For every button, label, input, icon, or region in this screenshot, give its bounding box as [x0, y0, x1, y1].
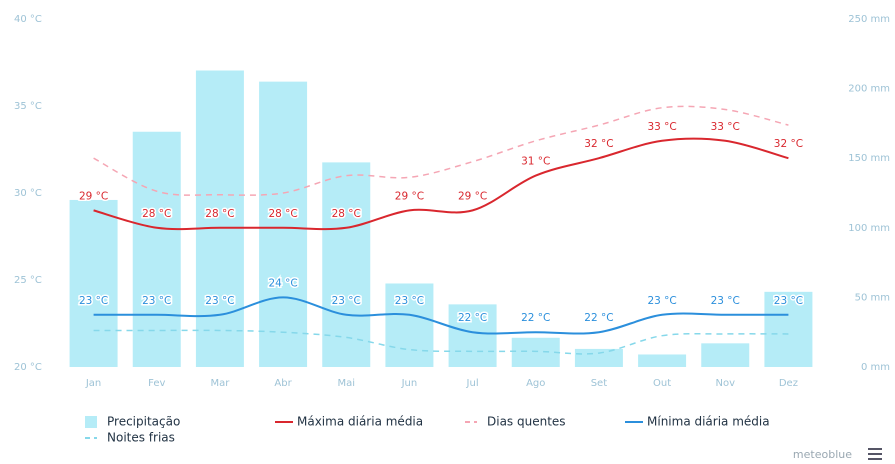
x-tick-label: Jul: [466, 378, 479, 389]
x-tick-label: Set: [591, 378, 608, 389]
line: [93, 137, 789, 231]
data-label: 23 °C: [711, 295, 740, 307]
x-tick-label: Ago: [526, 378, 545, 389]
data-label: 33 °C: [647, 121, 676, 133]
bar: [322, 162, 371, 367]
data-label: 23 °C: [205, 295, 234, 307]
x-tick-label: Dez: [779, 378, 798, 389]
data-label: 23 °C: [79, 295, 108, 307]
y2-tick-label: 50 mm: [855, 292, 890, 303]
y-tick-label: 25 °C: [14, 275, 42, 286]
bar: [701, 343, 750, 367]
bar: [511, 337, 560, 367]
bar: [195, 70, 244, 367]
data-label: 32 °C: [584, 138, 613, 150]
bar: [385, 283, 434, 367]
legend-label: Noites frias: [107, 431, 175, 445]
data-label: 33 °C: [711, 121, 740, 133]
y2-tick-label: 150 mm: [848, 153, 890, 164]
legend-label: Mínima diária média: [647, 415, 770, 429]
data-label: 29 °C: [458, 190, 487, 202]
data-label: 31 °C: [521, 156, 550, 168]
x-tick-label: Jan: [85, 378, 101, 389]
y2-tick-label: 200 mm: [848, 84, 890, 95]
legend-label: Dias quentes: [487, 415, 566, 429]
brand: meteoblue: [793, 448, 852, 461]
line: [93, 105, 789, 196]
data-label: 28 °C: [268, 208, 297, 220]
y2-tick-label: 0 mm: [861, 362, 890, 373]
data-label: 24 °C: [268, 277, 297, 289]
x-tick-label: Fev: [148, 378, 165, 389]
bar: [259, 81, 308, 367]
x-tick-label: Nov: [715, 378, 735, 389]
y2-tick-label: 100 mm: [848, 223, 890, 234]
bar: [574, 348, 623, 367]
data-label: 23 °C: [332, 295, 361, 307]
data-label: 23 °C: [142, 295, 171, 307]
data-label: 22 °C: [458, 312, 487, 324]
menu-icon[interactable]: [868, 448, 882, 460]
y-tick-label: 30 °C: [14, 188, 42, 199]
data-label: 23 °C: [774, 295, 803, 307]
data-label: 32 °C: [774, 138, 803, 150]
bar: [638, 354, 687, 367]
bar: [69, 199, 118, 367]
data-label: 22 °C: [521, 312, 550, 324]
bar: [448, 304, 497, 367]
x-tick-label: Mar: [210, 378, 230, 389]
data-label: 23 °C: [647, 295, 676, 307]
legend-label: Máxima diária média: [297, 415, 423, 429]
data-label: 29 °C: [79, 190, 108, 202]
legend-label: Precipitação: [107, 415, 180, 429]
data-label: 23 °C: [395, 295, 424, 307]
line: [93, 329, 789, 355]
y2-tick-label: 250 mm: [848, 14, 890, 25]
y-tick-label: 35 °C: [14, 101, 42, 112]
y-tick-label: 40 °C: [14, 14, 42, 25]
x-tick-label: Mai: [337, 378, 355, 389]
bar: [764, 291, 813, 367]
data-label: 29 °C: [395, 190, 424, 202]
legend-swatch: [85, 416, 97, 428]
data-label: 22 °C: [584, 312, 613, 324]
data-label: 28 °C: [332, 208, 361, 220]
bar: [132, 131, 181, 367]
x-tick-label: Jun: [401, 378, 418, 389]
line: [93, 296, 789, 335]
x-tick-label: Abr: [274, 378, 292, 389]
x-tick-label: Out: [653, 378, 671, 389]
data-label: 28 °C: [142, 208, 171, 220]
data-label: 28 °C: [205, 208, 234, 220]
y-tick-label: 20 °C: [14, 362, 42, 373]
